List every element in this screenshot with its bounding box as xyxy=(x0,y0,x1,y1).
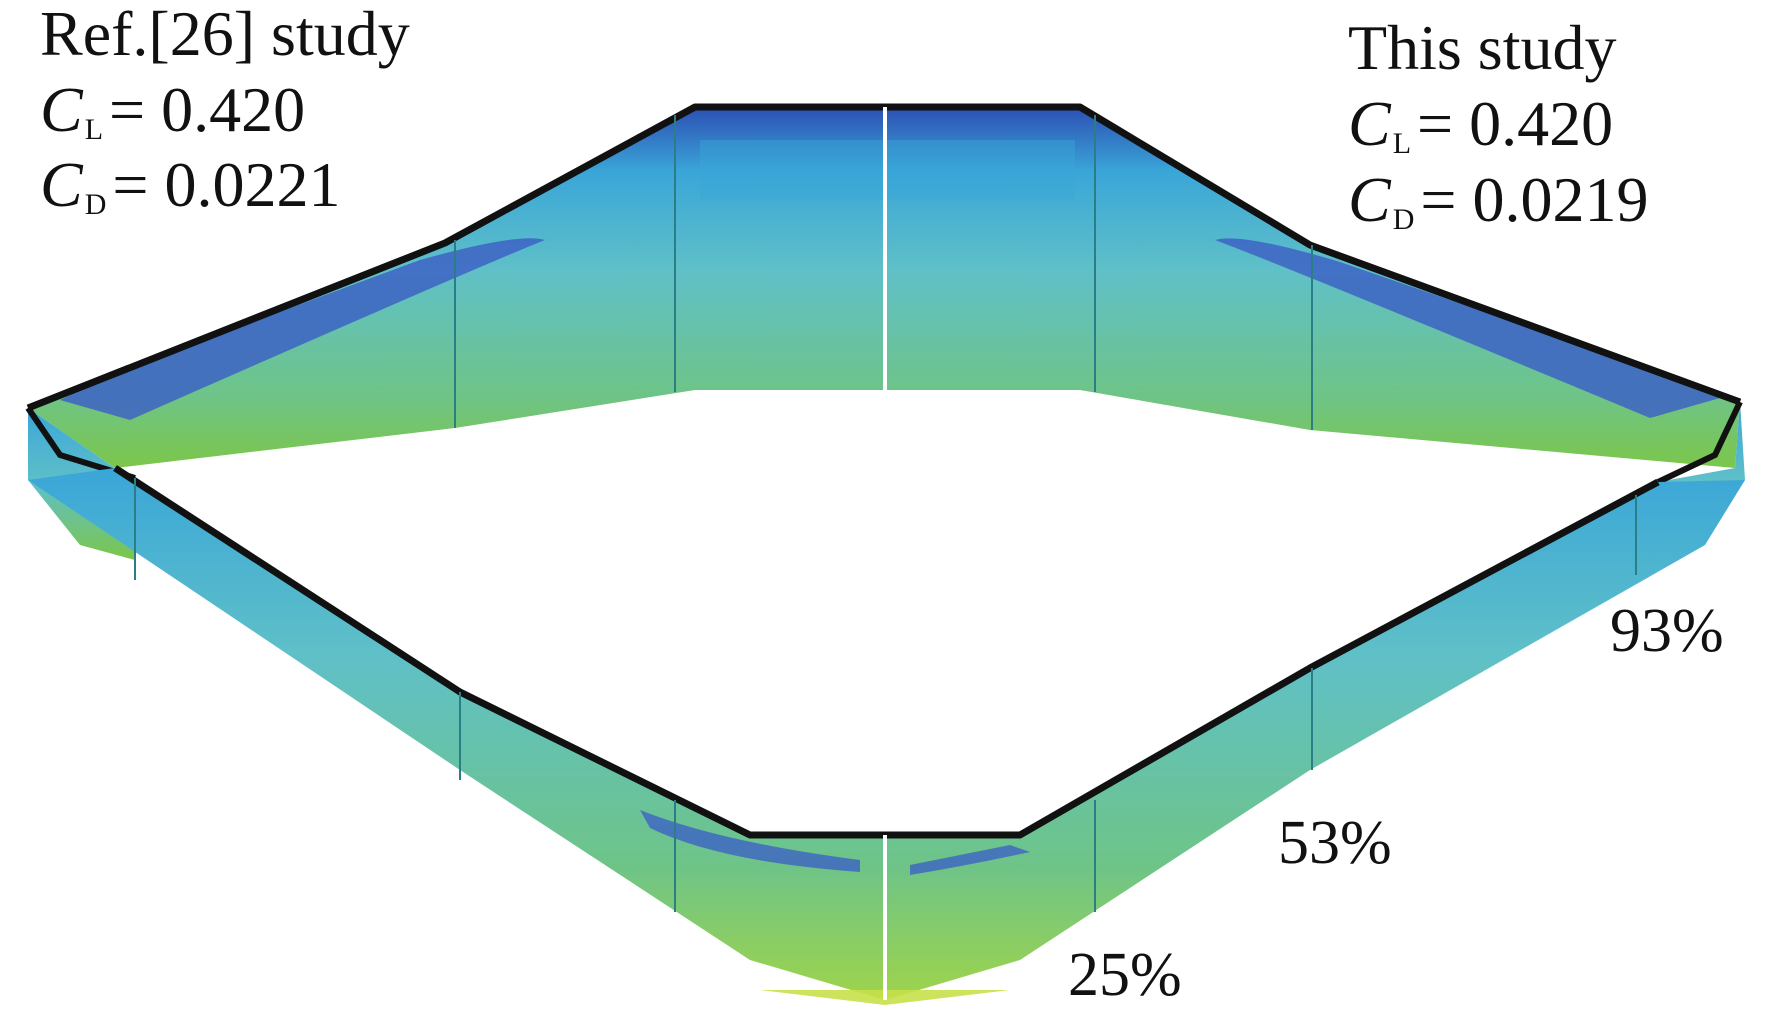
upper-wing-low-pressure-right xyxy=(1215,238,1720,418)
span-label-53: 53% xyxy=(1278,809,1392,877)
left-cd-value: = 0.0221 xyxy=(112,149,341,220)
upper-wing-center-band xyxy=(700,140,1075,200)
left-study-title: Ref.[26] study xyxy=(40,0,410,69)
right-lift-coefficient: CL= 0.420 xyxy=(1348,92,1613,159)
left-cd-subscript: D xyxy=(84,188,107,221)
left-cd-symbol: C xyxy=(40,149,83,220)
lower-wing xyxy=(28,465,1745,1005)
right-drag-coefficient: CD= 0.0219 xyxy=(1348,168,1648,235)
span-label-93: 93% xyxy=(1610,597,1724,665)
upper-wing xyxy=(26,103,1742,468)
left-cl-symbol: C xyxy=(40,74,83,145)
right-cd-value: = 0.0219 xyxy=(1420,164,1649,235)
right-cl-value: = 0.420 xyxy=(1417,88,1614,159)
right-cd-symbol: C xyxy=(1348,164,1391,235)
left-lift-coefficient: CL= 0.420 xyxy=(40,78,305,145)
span-label-25: 25% xyxy=(1068,941,1182,1009)
lower-wing-low-pressure-left xyxy=(640,810,860,872)
left-drag-coefficient: CD= 0.0221 xyxy=(40,153,340,220)
upper-wing-leading-edge xyxy=(26,103,1742,412)
right-wingtip-edge xyxy=(1656,400,1743,485)
right-cl-subscript: L xyxy=(1392,127,1412,160)
lower-wing-low-pressure-right xyxy=(910,845,1030,875)
left-cl-subscript: L xyxy=(84,113,104,146)
right-study-title: This study xyxy=(1348,12,1617,83)
left-cl-value: = 0.420 xyxy=(109,74,306,145)
upper-wing-low-pressure-left xyxy=(60,238,545,420)
right-cl-symbol: C xyxy=(1348,88,1391,159)
right-cd-subscript: D xyxy=(1392,203,1415,236)
